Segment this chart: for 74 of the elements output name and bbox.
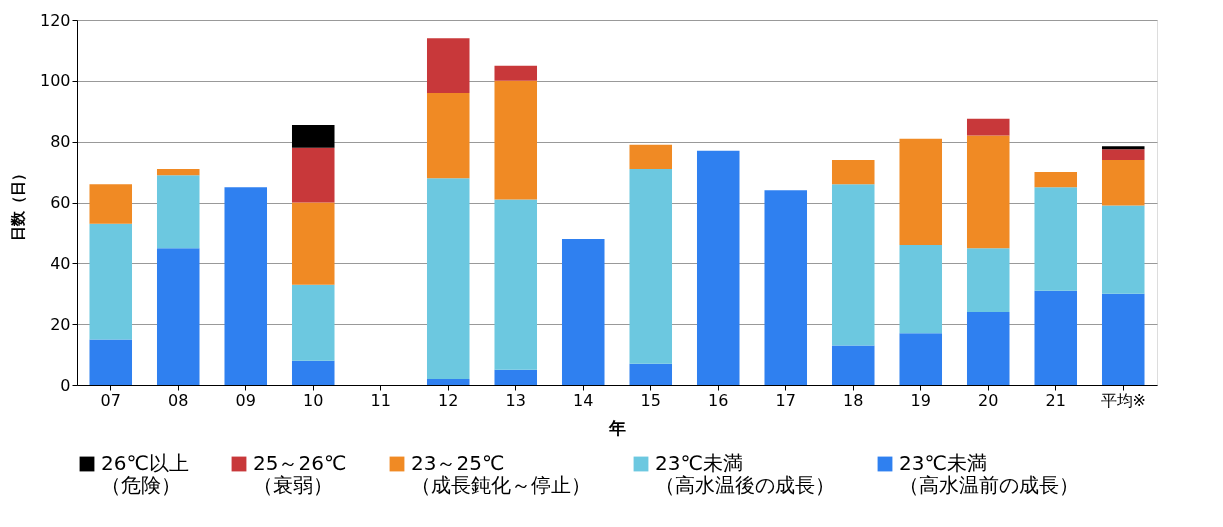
bar <box>1101 293 1145 385</box>
x-axis-title: 年 <box>608 417 626 438</box>
y-tick-label: 0 <box>60 375 71 395</box>
legend-label: 26℃以上（危険） <box>101 451 189 497</box>
x-tick-label: 13 <box>505 390 526 410</box>
bar <box>89 184 133 224</box>
bar <box>89 339 133 385</box>
bar <box>966 312 1010 385</box>
bar <box>899 138 943 246</box>
bar <box>426 38 470 93</box>
x-tick-label: 15 <box>640 390 661 410</box>
bar <box>831 159 875 185</box>
bar <box>291 284 335 361</box>
bar <box>156 248 200 385</box>
bar <box>831 345 875 385</box>
bar <box>224 187 268 385</box>
y-tick-label: 100 <box>39 71 71 91</box>
bar <box>494 65 538 81</box>
bar <box>764 190 808 385</box>
bar <box>494 80 538 200</box>
legend-label: 23℃未満（高水温前の成長） <box>899 451 1079 497</box>
bar <box>696 150 740 385</box>
bar <box>291 147 335 203</box>
bar <box>1101 159 1145 206</box>
bar <box>1101 146 1145 150</box>
x-tick-label: 07 <box>100 390 121 410</box>
bar <box>629 363 673 385</box>
bar <box>629 144 673 170</box>
bar <box>291 360 335 385</box>
x-tick-label: 19 <box>910 390 931 410</box>
bar <box>899 245 943 334</box>
x-tick-label: 09 <box>235 390 256 410</box>
bar <box>426 178 470 379</box>
bar <box>561 239 605 385</box>
y-tick-label: 40 <box>50 253 71 273</box>
bar <box>89 223 133 340</box>
bar <box>494 199 538 370</box>
x-tick-label: 08 <box>168 390 189 410</box>
x-tick-label: 平均※ <box>1100 390 1146 410</box>
x-tick-label: 12 <box>438 390 459 410</box>
bar <box>426 378 470 385</box>
x-tick-label: 21 <box>1045 390 1066 410</box>
bar <box>966 118 1010 136</box>
x-tick-label: 11 <box>370 390 391 410</box>
bar <box>1101 149 1145 160</box>
y-tick-label: 60 <box>50 193 71 212</box>
bar <box>629 169 673 364</box>
bar <box>831 184 875 346</box>
bar <box>426 93 470 179</box>
bar <box>1034 290 1078 385</box>
bar <box>899 333 943 385</box>
bar <box>1034 187 1078 291</box>
bar <box>494 369 538 385</box>
y-tick-label: 120 <box>39 10 71 30</box>
legend-label: 23～25℃（成長鈍化～停止） <box>411 451 591 497</box>
x-tick-label: 14 <box>573 390 594 410</box>
bar <box>1101 205 1145 294</box>
x-tick-label: 18 <box>843 390 864 410</box>
bar <box>966 135 1010 249</box>
x-tick-label: 20 <box>978 390 999 410</box>
y-axis-title: 日数（日） <box>8 165 27 241</box>
y-tick-label: 20 <box>50 314 71 334</box>
bar <box>291 124 335 148</box>
bar <box>966 248 1010 312</box>
bar <box>291 202 335 285</box>
bar <box>1034 172 1078 188</box>
x-tick-label: 10 <box>303 390 324 410</box>
legend-label: 23℃未満（高水温後の成長） <box>655 451 835 497</box>
bar <box>156 175 200 249</box>
x-tick-label: 17 <box>775 390 796 410</box>
bar <box>156 169 200 176</box>
y-tick-label: 80 <box>50 132 71 152</box>
legend-label: 25～26℃（衰弱） <box>253 451 347 497</box>
x-tick-label: 16 <box>708 390 729 410</box>
